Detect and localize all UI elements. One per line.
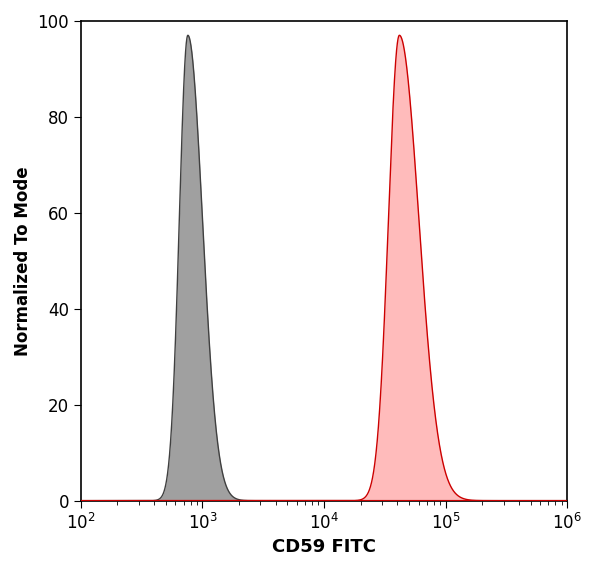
X-axis label: CD59 FITC: CD59 FITC xyxy=(272,538,376,556)
Y-axis label: Normalized To Mode: Normalized To Mode xyxy=(14,166,32,356)
